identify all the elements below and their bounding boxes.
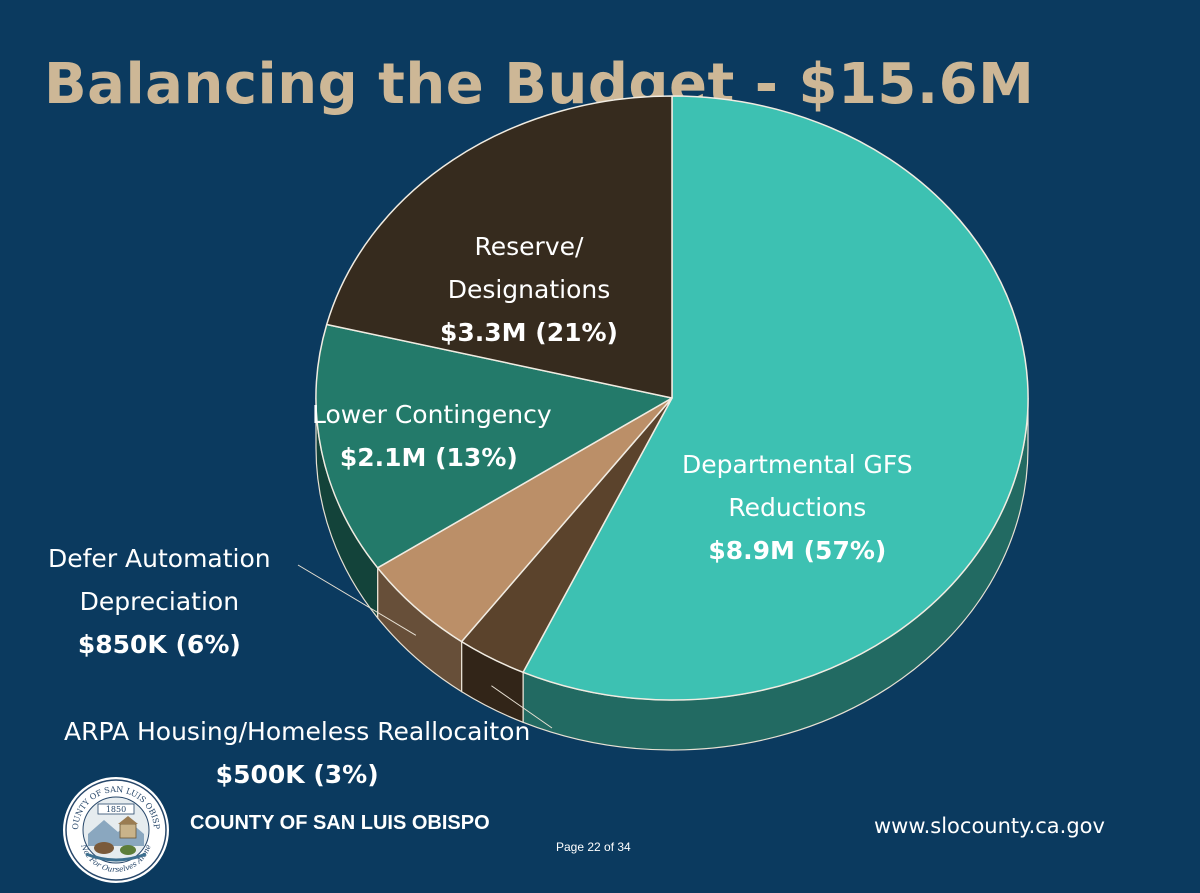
leader-line-defer bbox=[297, 564, 417, 636]
pie-side-band bbox=[315, 397, 1029, 751]
slice-name-defer: Defer Automation bbox=[48, 544, 271, 573]
footer-org-name: COUNTY OF SAN LUIS OBISPO bbox=[190, 812, 490, 834]
svg-text:1850: 1850 bbox=[106, 805, 126, 814]
label-reserve-designations: Reserve/ Designations $3.3M (21%) bbox=[440, 225, 618, 354]
slice-name-designations: Designations bbox=[447, 275, 611, 304]
footer-url: www.slocounty.ca.gov bbox=[874, 814, 1105, 838]
label-arpa-housing: ARPA Housing/Homeless Reallocaiton $500K… bbox=[64, 710, 530, 796]
slice-value-contingency: $2.1M (13%) bbox=[339, 443, 518, 472]
pie-slice-departmental-gfs-reductions bbox=[522, 95, 1029, 701]
leader-line-arpa bbox=[491, 685, 553, 729]
slice-name-contingency: Lower Contingency bbox=[312, 400, 552, 429]
label-lower-contingency: Lower Contingency $2.1M (13%) bbox=[312, 393, 552, 479]
slice-name-reserve: Reserve/ bbox=[474, 232, 584, 261]
slice-name-reductions: Reductions bbox=[728, 493, 867, 522]
pie-slice-reserve-designations bbox=[325, 95, 673, 399]
slice-name-depreciation: Depreciation bbox=[79, 587, 240, 616]
label-defer-automation: Defer Automation Depreciation $850K (6%) bbox=[48, 537, 271, 666]
label-departmental-gfs: Departmental GFS Reductions $8.9M (57%) bbox=[682, 443, 913, 572]
slice-value-departmental: $8.9M (57%) bbox=[708, 536, 887, 565]
leader-lines bbox=[297, 564, 553, 729]
footer-page-number: Page 22 of 34 bbox=[556, 840, 631, 854]
slice-name-departmental: Departmental GFS bbox=[682, 450, 913, 479]
pie-slice-lower-contingency bbox=[315, 323, 673, 569]
slice-name-arpa: ARPA Housing/Homeless Reallocaiton bbox=[64, 717, 531, 746]
slice-value-reserve: $3.3M (21%) bbox=[440, 318, 618, 347]
page-title: Balancing the Budget - $15.6M bbox=[44, 52, 1035, 117]
slice-value-arpa: $500K (3%) bbox=[215, 760, 379, 789]
county-seal-icon: COUNTY OF SAN LUIS OBISPO Not For Oursel… bbox=[60, 774, 171, 885]
pie-top-face bbox=[315, 95, 1029, 701]
slice-value-defer: $850K (6%) bbox=[77, 630, 241, 659]
